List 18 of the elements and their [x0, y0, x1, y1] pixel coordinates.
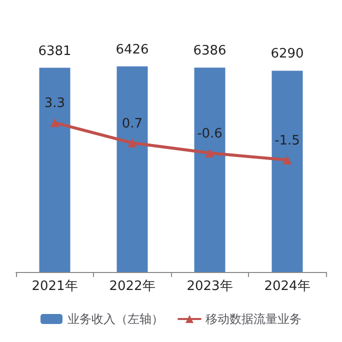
- x-tick-label: 2021年: [32, 279, 78, 294]
- data-label: -1.5: [274, 134, 300, 148]
- data-label: 6381: [38, 44, 72, 59]
- x-tick-label: 2022年: [109, 279, 156, 294]
- data-label: 6426: [116, 42, 149, 58]
- data-label: 0.7: [122, 116, 143, 132]
- point: [128, 138, 137, 148]
- data-label: 3.3: [44, 96, 66, 112]
- data-label: -0.6: [197, 126, 222, 142]
- point: [282, 156, 292, 164]
- data-label: 6386: [193, 44, 226, 59]
- point: [205, 148, 214, 158]
- x-tick-label: 2024年: [264, 279, 310, 294]
- x-tick-label: 2023年: [186, 279, 233, 294]
- data-label: 6290: [270, 46, 304, 62]
- legend-label: 移动数据流量业务: [206, 312, 302, 326]
- legend-label: 业务收入（左轴）: [68, 312, 164, 326]
- point: [50, 118, 60, 128]
